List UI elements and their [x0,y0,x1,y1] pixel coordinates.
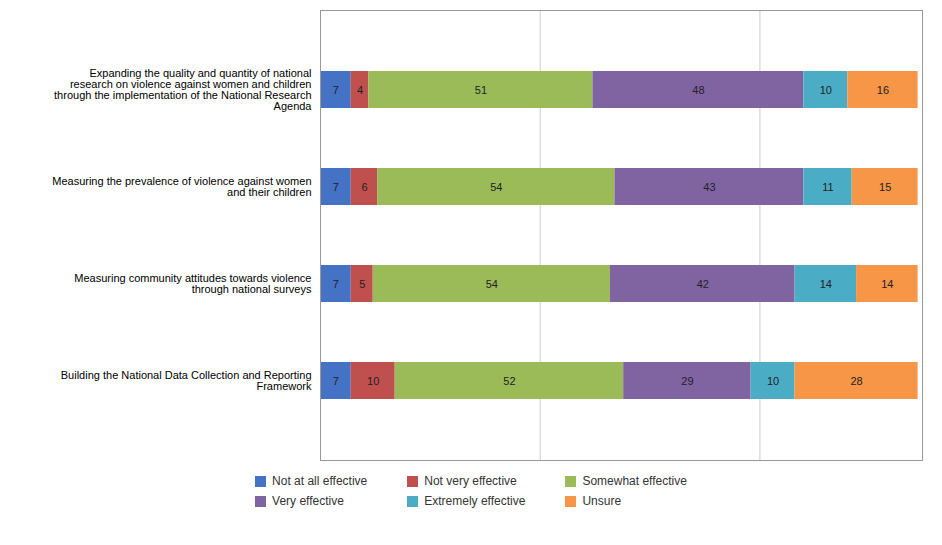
svg-text:10: 10 [767,375,779,387]
svg-text:10: 10 [820,84,832,96]
svg-text:7: 7 [333,181,339,193]
svg-text:5: 5 [359,278,365,290]
svg-text:14: 14 [881,278,893,290]
html-text:Very effective: Very effective [272,494,344,508]
html-text:Not very effective: Not very effective [424,474,517,488]
svg-text:42: 42 [697,278,709,290]
html-text:Not at all effective: Not at all effective [272,474,368,488]
svg-text:7: 7 [333,278,339,290]
svg-text:15: 15 [879,181,891,193]
svg-text:Measuring community attitudes: Measuring community attitudes towards vi… [74,272,312,295]
svg-text:54: 54 [486,278,498,290]
svg-text:10: 10 [367,375,379,387]
svg-text:14: 14 [820,278,832,290]
svg-text:29: 29 [681,375,693,387]
svg-text:16: 16 [877,84,889,96]
svg-text:Measuring the prevalence of vi: Measuring the prevalence of violence aga… [52,175,311,198]
html-text:Unsure: Unsure [582,494,622,508]
svg-text:54: 54 [490,181,502,193]
svg-text:7: 7 [333,375,339,387]
svg-text:43: 43 [703,181,715,193]
svg-text:7: 7 [333,84,339,96]
svg-text:51: 51 [475,84,487,96]
svg-text:4: 4 [357,84,363,96]
svg-text:11: 11 [822,181,833,193]
svg-text:28: 28 [850,375,862,387]
svg-text:48: 48 [692,84,704,96]
svg-text:52: 52 [503,375,515,387]
svg-text:Expanding the quality and quan: Expanding the quality and quantity of na… [54,67,312,112]
svg-text:6: 6 [361,181,367,193]
html-text:Somewhat effective: Somewhat effective [582,474,687,488]
svg-text:Building the National Data Col: Building the National Data Collection an… [61,369,312,392]
html-text:Extremely effective: Extremely effective [424,494,526,508]
